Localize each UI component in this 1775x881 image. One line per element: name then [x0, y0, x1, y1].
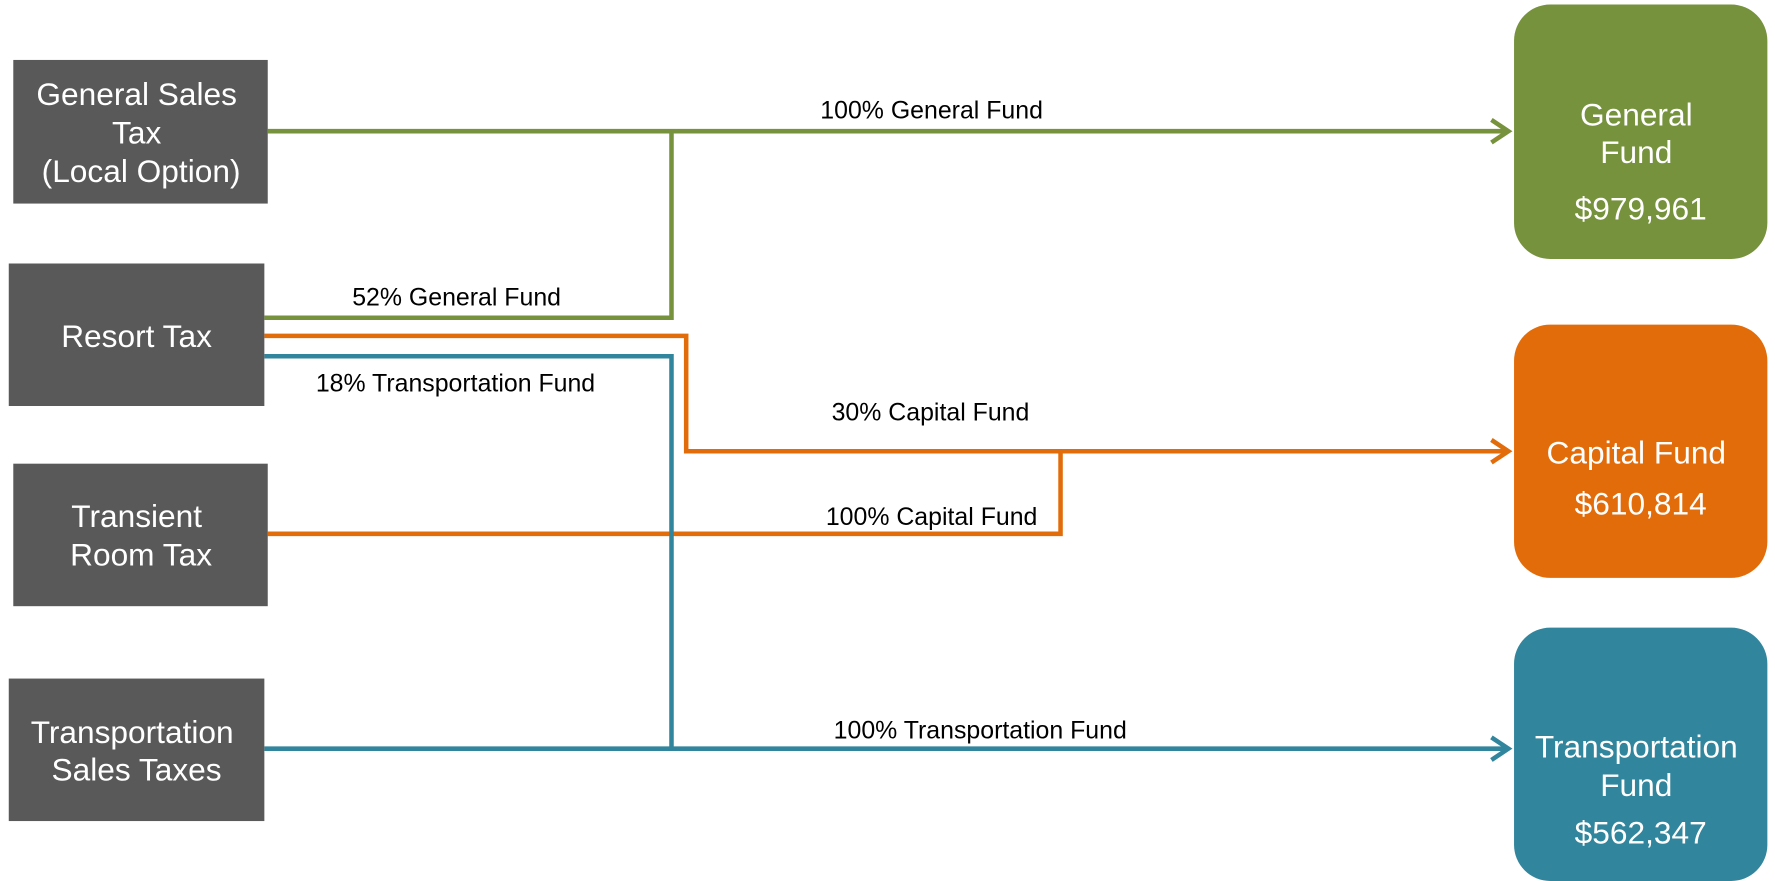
source-label: Transient Room Tax: [70, 498, 212, 572]
connector: [264, 353, 674, 749]
source-label: General Sales Tax (Local Option): [36, 76, 245, 189]
source-label: Transportation Sales Taxes: [31, 714, 243, 787]
source-box: [13, 59, 268, 204]
flow-label: 100% Transportation Fund: [834, 717, 1127, 745]
connector: [264, 333, 1509, 454]
connectors: [264, 117, 1513, 762]
flow-label: 100% General Fund: [820, 97, 1043, 125]
fund-box: [1514, 324, 1768, 578]
source-box: [8, 263, 265, 407]
source-box: [13, 463, 268, 607]
flow-label: 30% Capital Fund: [832, 399, 1030, 427]
arrowhead: [1490, 735, 1513, 762]
fund-box: [1514, 4, 1768, 259]
fund-label: Capital Fund $610,814: [1547, 435, 1735, 522]
source-box: [8, 678, 265, 822]
flow-label: 100% Capital Fund: [826, 503, 1038, 531]
flow-label: 18% Transportation Fund: [316, 369, 595, 397]
flow-label: 52% General Fund: [352, 283, 561, 311]
arrowhead: [1490, 117, 1513, 145]
connector: [267, 451, 1063, 537]
fund-box: [1514, 627, 1768, 881]
source-label: Resort Tax: [61, 318, 212, 354]
fund-label: General Fund $979,961: [1575, 97, 1707, 227]
connector: [264, 131, 674, 321]
arrowhead: [1490, 438, 1513, 465]
fund-label: Transportation Fund $562,347: [1535, 729, 1747, 851]
